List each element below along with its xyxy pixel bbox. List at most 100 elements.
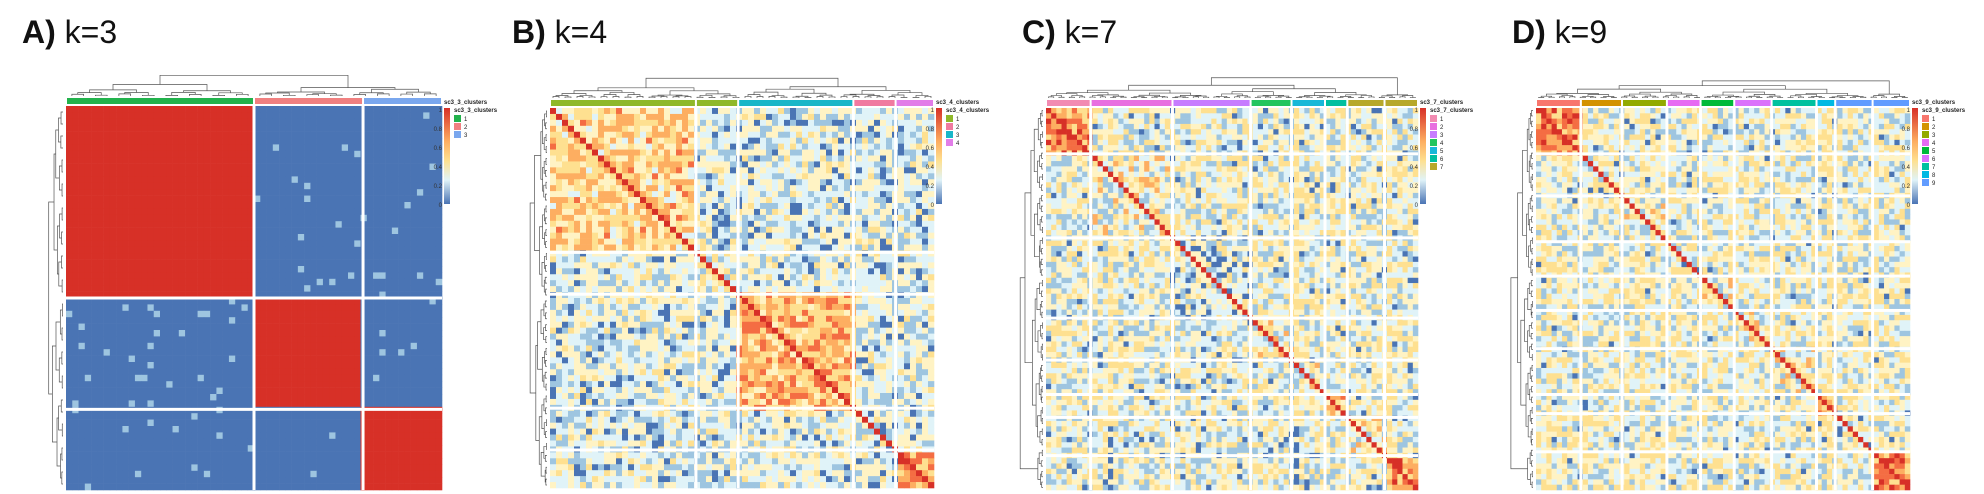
legend-title: sc3_7_clusters — [1420, 100, 1464, 106]
panel-c-letter: C) — [1022, 14, 1056, 50]
colorbar — [444, 108, 450, 204]
legend-label: 2 — [1932, 125, 1936, 131]
legend-subtitle: sc3_3_clusters — [454, 108, 498, 114]
legend-swatch — [1430, 155, 1437, 162]
panel-d-title: D) k=9 — [1512, 14, 1607, 51]
colorbar — [1912, 108, 1918, 204]
legend-swatch — [1430, 131, 1437, 138]
legend-swatch — [1922, 139, 1929, 146]
legend-label: 4 — [1932, 141, 1936, 147]
legend-label: 2 — [464, 125, 468, 131]
legend-swatch — [1922, 147, 1929, 154]
legend-subtitle: sc3_4_clusters — [946, 108, 990, 114]
panel-b-k: k=4 — [554, 14, 608, 50]
left-dendrogram — [1019, 110, 1043, 488]
panel-d: D) k=9 sc3_9_clusters 1 0.8 0.6 0.4 0.2 0 sc3_9… — [1490, 0, 1984, 494]
legend-label: 5 — [1440, 149, 1444, 155]
legend-label: 1 — [1932, 117, 1936, 123]
legend-swatch — [1430, 163, 1437, 170]
legend-swatch — [454, 123, 461, 130]
left-dendrogram — [1510, 110, 1533, 488]
legend-label: 1 — [464, 117, 468, 123]
colorbar-tick: 0.6 — [1410, 146, 1419, 152]
legend: sc3_9_clusters10.80.60.40.20sc3_9_cluste… — [1902, 100, 1966, 209]
legend-label: 4 — [1440, 141, 1444, 147]
colorbar-tick: 0 — [1415, 203, 1419, 209]
cluster-annotation-bar — [1537, 100, 1909, 106]
cluster-annotation-bar — [1047, 100, 1417, 106]
colorbar — [936, 108, 942, 204]
panel-d-letter: D) — [1512, 14, 1546, 50]
legend-title: sc3_3_clusters — [444, 100, 488, 106]
legend-swatch — [1922, 163, 1929, 170]
heatmap-matrix — [1046, 108, 1419, 491]
legend-label: 8 — [1932, 173, 1936, 179]
heatmap-matrix — [66, 106, 443, 491]
legend-swatch — [1922, 131, 1929, 138]
legend-label: 6 — [1440, 157, 1444, 163]
cluster-annotation-bar — [551, 100, 933, 106]
legend-swatch — [1430, 115, 1437, 122]
panel-b-title: B) k=4 — [512, 14, 607, 51]
legend-subtitle: sc3_7_clusters — [1430, 108, 1474, 114]
panel-b-heatmap: sc3_4_clusters10.80.60.40.20sc3_4_cluste… — [529, 77, 990, 489]
panel-c-k: k=7 — [1064, 14, 1118, 50]
colorbar-tick: 0.2 — [1410, 184, 1419, 190]
legend: sc3_3_clusters10.80.60.40.20sc3_3_cluste… — [434, 100, 498, 209]
panel-d-heatmap: sc3_9_clusters10.80.60.40.20sc3_9_cluste… — [1510, 80, 1966, 491]
legend-swatch — [1922, 171, 1929, 178]
colorbar-tick: 0.2 — [926, 184, 935, 190]
panel-d-k: k=9 — [1554, 14, 1608, 50]
legend-label: 6 — [1932, 157, 1936, 163]
legend-swatch — [1430, 123, 1437, 130]
legend: sc3_7_clusters10.80.60.40.20sc3_7_cluste… — [1410, 100, 1474, 209]
panel-c-title: C) k=7 — [1022, 14, 1117, 51]
legend-swatch — [1430, 147, 1437, 154]
colorbar-tick: 0.2 — [1902, 184, 1911, 190]
colorbar — [1420, 108, 1426, 204]
legend-label: 7 — [1932, 165, 1936, 171]
colorbar-tick: 0 — [439, 203, 443, 209]
legend-label: 3 — [1932, 133, 1936, 139]
colorbar-tick: 1 — [931, 108, 935, 114]
colorbar-tick: 0 — [931, 203, 935, 209]
legend: sc3_4_clusters10.80.60.40.20sc3_4_cluste… — [926, 100, 990, 209]
legend-swatch — [1922, 115, 1929, 122]
colorbar-tick: 0.6 — [434, 146, 443, 152]
legend-label: 1 — [1440, 117, 1444, 123]
colorbar-tick: 0.8 — [434, 127, 443, 133]
colorbar-tick: 0.8 — [1902, 127, 1911, 133]
colorbar-tick: 1 — [439, 108, 443, 114]
colorbar-tick: 1 — [1907, 108, 1911, 114]
panel-a: A) k=3 sc3_3_clusters 1 0.8 0.6 0.4 0.2 0 sc3_3… — [0, 0, 498, 494]
legend-swatch — [454, 115, 461, 122]
legend-swatch — [1922, 179, 1929, 186]
legend-title: sc3_9_clusters — [1912, 100, 1956, 106]
legend-label: 3 — [464, 133, 468, 139]
panel-b: B) k=4 sc3_4_clusters 1 0.8 0.6 0.4 0.2 0 sc3_4… — [500, 0, 1000, 494]
legend-title: sc3_4_clusters — [936, 100, 980, 106]
colorbar-tick: 0.4 — [1902, 165, 1911, 171]
colorbar-tick: 0.8 — [926, 127, 935, 133]
legend-swatch — [946, 123, 953, 130]
panel-a-title: A) k=3 — [22, 14, 117, 51]
colorbar-tick: 0.4 — [1410, 165, 1419, 171]
legend-swatch — [1922, 123, 1929, 130]
legend-swatch — [946, 131, 953, 138]
legend-subtitle: sc3_9_clusters — [1922, 108, 1966, 114]
left-dendrogram — [48, 111, 63, 485]
legend-label: 2 — [956, 125, 960, 131]
colorbar-tick: 0.6 — [926, 146, 935, 152]
legend-swatch — [946, 115, 953, 122]
legend-label: 3 — [956, 133, 960, 139]
legend-label: 1 — [956, 117, 960, 123]
colorbar-tick: 0.6 — [1902, 146, 1911, 152]
colorbar-tick: 0.4 — [926, 165, 935, 171]
legend-label: 9 — [1932, 181, 1936, 187]
legend-swatch — [946, 139, 953, 146]
panel-a-letter: A) — [22, 14, 56, 50]
panel-c-heatmap: sc3_7_clusters10.80.60.40.20sc3_7_cluste… — [1019, 77, 1474, 491]
legend-swatch — [1430, 139, 1437, 146]
heatmap-matrix — [1536, 108, 1911, 491]
left-dendrogram — [529, 110, 547, 486]
